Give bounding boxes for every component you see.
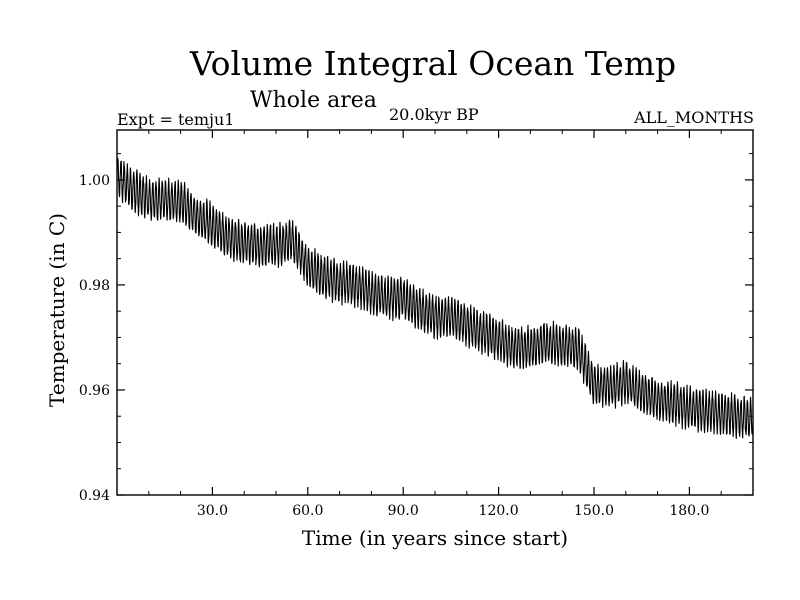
y-tick-label: 1.00 — [79, 173, 110, 189]
chart-subtitle: Whole area — [250, 88, 377, 113]
y-tick-label: 0.96 — [79, 383, 110, 399]
x-tick-label: 120.0 — [479, 503, 519, 519]
y-tick-label: 0.98 — [79, 278, 110, 294]
x-tick-label: 180.0 — [669, 503, 709, 519]
chart-title: Volume Integral Ocean Temp — [189, 44, 677, 83]
x-tick-label: 90.0 — [388, 503, 419, 519]
period-label: 20.0kyr BP — [389, 105, 479, 124]
y-tick-label: 0.94 — [79, 488, 110, 504]
months-label: ALL_MONTHS — [634, 108, 754, 127]
x-tick-label: 150.0 — [574, 503, 614, 519]
x-tick-label: 30.0 — [197, 503, 228, 519]
series-line-temju1 — [116, 157, 754, 440]
x-tick-label: 60.0 — [292, 503, 323, 519]
x-axis-label: Time (in years since start) — [301, 526, 569, 550]
experiment-label: Expt = temju1 — [117, 110, 235, 129]
